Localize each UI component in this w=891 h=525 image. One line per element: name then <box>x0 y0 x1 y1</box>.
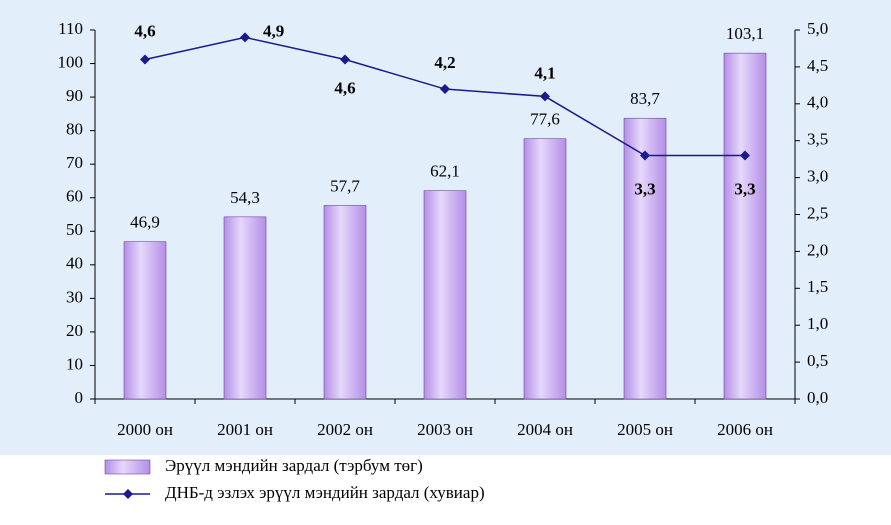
x-tick-label: 2004 он <box>517 420 573 439</box>
bar-value-label: 62,1 <box>430 162 460 181</box>
x-tick-label: 2005 он <box>617 420 673 439</box>
y-tick-label: 30 <box>66 287 83 306</box>
y2-tick-label: 2,0 <box>807 240 828 259</box>
bar <box>223 216 267 400</box>
x-tick-label: 2006 он <box>717 420 773 439</box>
legend-swatch <box>104 459 151 475</box>
bar-value-label: 54,3 <box>230 188 260 207</box>
legend-marker <box>123 489 133 499</box>
bar <box>423 190 467 400</box>
y-tick-label: 50 <box>66 220 83 239</box>
bar-value-label: 77,6 <box>530 110 560 129</box>
line-value-label: 4,1 <box>534 63 555 82</box>
y-tick-label: 90 <box>66 86 83 105</box>
y-tick-label: 70 <box>66 153 83 172</box>
line-marker <box>440 84 450 95</box>
y2-tick-label: 0,0 <box>807 388 828 407</box>
x-tick-label: 2003 он <box>417 420 473 439</box>
x-tick-label: 2002 он <box>317 420 373 439</box>
line-marker <box>740 150 750 161</box>
line-value-label: 4,6 <box>134 21 155 40</box>
line-value-label: 4,6 <box>334 78 355 97</box>
y2-tick-label: 3,5 <box>807 130 828 149</box>
line-marker <box>340 54 350 65</box>
y2-tick-label: 2,5 <box>807 203 828 222</box>
y-tick-label: 80 <box>66 120 83 139</box>
bar <box>723 52 767 400</box>
line-value-label: 3,3 <box>734 179 755 198</box>
y-tick-label: 100 <box>58 52 84 71</box>
legend-label: Эрүүл мэндийн зардал (тэрбум төг) <box>165 456 423 475</box>
y-tick-label: 40 <box>66 254 83 273</box>
x-tick-label: 2001 он <box>217 420 273 439</box>
line-marker <box>640 150 650 161</box>
y2-tick-label: 0,5 <box>807 351 828 370</box>
legend-label: ДНБ-д эзлэх эрүүл мэндийн зардал (хувиар… <box>165 483 485 502</box>
y-tick-label: 60 <box>66 187 83 206</box>
bar-value-label: 46,9 <box>130 213 160 232</box>
x-tick-label: 2000 он <box>117 420 173 439</box>
y-tick-label: 20 <box>66 321 83 340</box>
bar <box>123 241 167 400</box>
y-tick-label: 110 <box>58 19 83 38</box>
y2-tick-label: 1,0 <box>807 314 828 333</box>
bar-value-label: 57,7 <box>330 176 360 195</box>
bar <box>523 138 567 400</box>
line-value-label: 4,9 <box>263 21 284 40</box>
line-marker <box>140 54 150 65</box>
legend-background <box>95 455 605 525</box>
y-tick-label: 0 <box>75 388 84 407</box>
y2-tick-label: 4,5 <box>807 56 828 75</box>
y-tick-label: 10 <box>66 354 83 373</box>
y2-tick-label: 3,0 <box>807 167 828 186</box>
bar-value-label: 83,7 <box>630 89 660 108</box>
y2-tick-label: 4,0 <box>807 93 828 112</box>
bar <box>323 205 367 400</box>
line-value-label: 4,2 <box>434 53 455 72</box>
bar <box>623 117 667 400</box>
y2-tick-label: 1,5 <box>807 277 828 296</box>
line-value-label: 3,3 <box>634 179 655 198</box>
y2-tick-label: 5,0 <box>807 19 828 38</box>
line-marker <box>540 91 550 102</box>
line-marker <box>240 32 250 43</box>
bar-value-label: 103,1 <box>726 24 764 43</box>
